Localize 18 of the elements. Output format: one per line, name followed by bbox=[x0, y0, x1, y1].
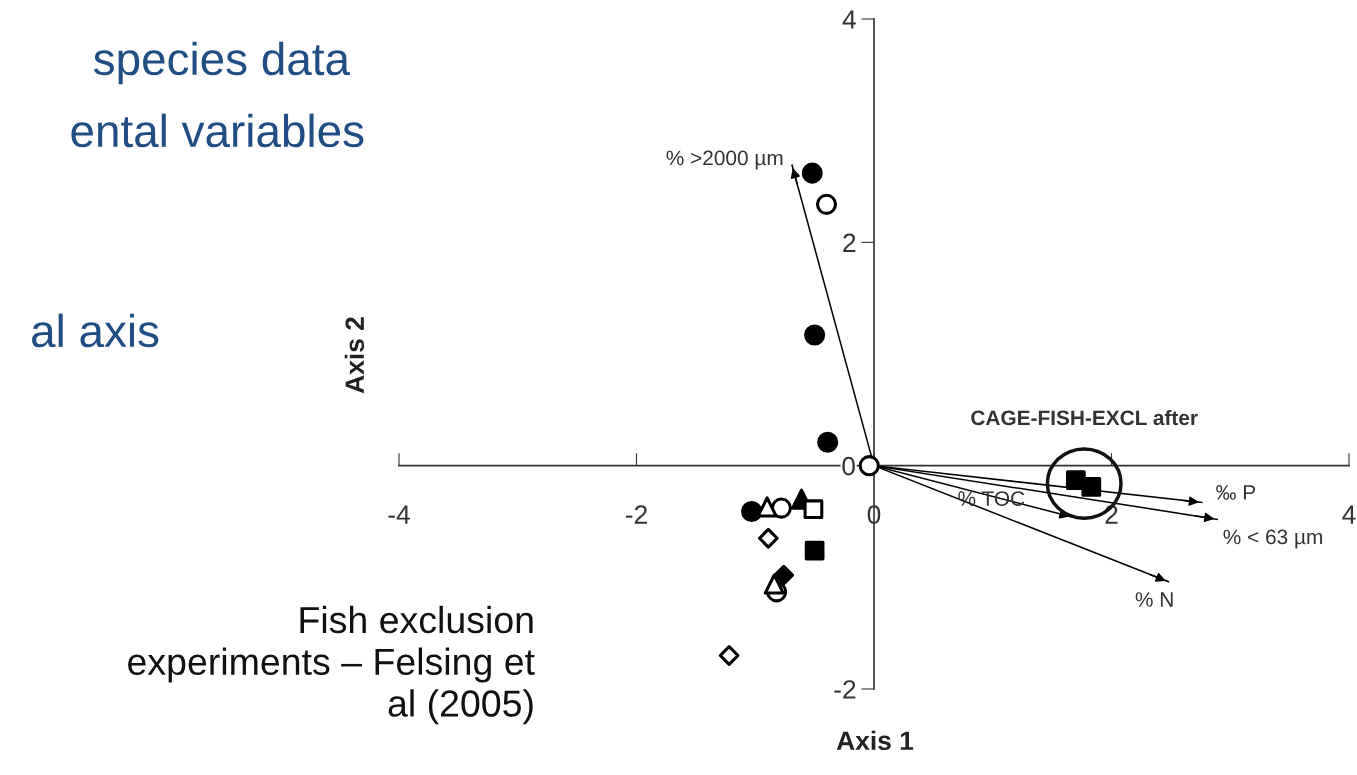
annotation: % N bbox=[1135, 592, 1173, 607]
annotation: % >2000 µm bbox=[666, 150, 783, 170]
annotation: Fish exclusion experiments – Felsing et al (2005) bbox=[128, 605, 535, 725]
x-tick-label: -2 bbox=[625, 505, 647, 524]
annotation: % < 63 µm bbox=[1223, 529, 1322, 549]
x-axis-title: Axis 1 bbox=[836, 730, 914, 751]
x-tick-label: 4 bbox=[1342, 505, 1356, 524]
annotation: ‰ P bbox=[1216, 485, 1256, 500]
y-tick-label: 2 bbox=[843, 233, 856, 252]
y-axis-title: Axis 2 bbox=[344, 317, 365, 394]
text: species data bbox=[93, 41, 351, 85]
text: al axis bbox=[32, 313, 159, 348]
x-tick-label: -4 bbox=[388, 505, 410, 524]
y-tick-label: 4 bbox=[842, 10, 856, 29]
annotation: CAGE-FISH-EXCL after bbox=[971, 409, 1198, 426]
text: ental variables bbox=[71, 113, 364, 148]
y-tick-label: -2 bbox=[834, 680, 856, 699]
y-tick-label: 0 bbox=[842, 456, 855, 476]
